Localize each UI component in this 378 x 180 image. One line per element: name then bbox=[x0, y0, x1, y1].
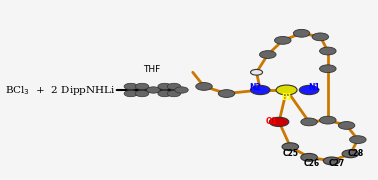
Circle shape bbox=[319, 47, 336, 55]
Text: C27: C27 bbox=[328, 159, 345, 168]
Circle shape bbox=[167, 90, 181, 97]
Circle shape bbox=[274, 37, 291, 44]
Circle shape bbox=[301, 153, 317, 161]
Circle shape bbox=[276, 85, 297, 95]
Circle shape bbox=[251, 85, 270, 95]
Circle shape bbox=[299, 85, 319, 95]
Circle shape bbox=[342, 150, 359, 158]
Circle shape bbox=[135, 90, 149, 97]
Circle shape bbox=[218, 90, 235, 97]
Text: C28: C28 bbox=[347, 149, 363, 158]
Circle shape bbox=[319, 65, 336, 73]
Circle shape bbox=[269, 117, 289, 127]
Circle shape bbox=[338, 122, 355, 129]
Text: N1: N1 bbox=[308, 83, 320, 92]
Text: C25: C25 bbox=[282, 149, 298, 158]
Circle shape bbox=[158, 90, 171, 97]
Circle shape bbox=[312, 33, 328, 41]
Circle shape bbox=[147, 87, 160, 93]
Circle shape bbox=[135, 83, 149, 90]
Circle shape bbox=[124, 90, 138, 97]
Text: O1: O1 bbox=[265, 117, 277, 126]
Circle shape bbox=[175, 87, 188, 93]
Circle shape bbox=[323, 157, 340, 165]
Text: THF: THF bbox=[143, 65, 160, 74]
Circle shape bbox=[158, 83, 171, 90]
Text: N2: N2 bbox=[249, 83, 261, 92]
Circle shape bbox=[319, 116, 336, 124]
Circle shape bbox=[260, 51, 276, 58]
Circle shape bbox=[293, 29, 310, 37]
Circle shape bbox=[167, 83, 181, 90]
Circle shape bbox=[350, 136, 366, 143]
Circle shape bbox=[196, 83, 212, 90]
Text: B1: B1 bbox=[281, 93, 292, 102]
Circle shape bbox=[301, 118, 317, 126]
Circle shape bbox=[251, 69, 263, 75]
Text: BCl$_3$  +  2 DippNHLi: BCl$_3$ + 2 DippNHLi bbox=[5, 84, 116, 96]
Text: C26: C26 bbox=[304, 159, 320, 168]
Circle shape bbox=[282, 143, 299, 151]
Circle shape bbox=[124, 83, 138, 90]
